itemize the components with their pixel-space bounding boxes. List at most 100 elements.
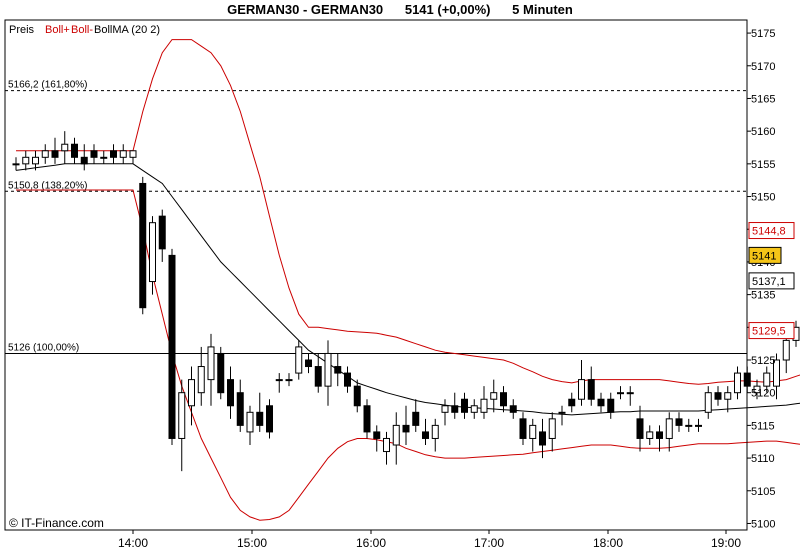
timeframe-label: 5 Minuten <box>512 2 573 17</box>
y-tick-label: 5135 <box>751 290 775 302</box>
price-label-box <box>748 246 782 264</box>
candle-up <box>529 424 537 439</box>
instrument-name: GERMAN30 - GERMAN30 <box>227 2 384 17</box>
candle-up <box>753 385 761 394</box>
candle-down <box>168 254 176 439</box>
price-label-text: 5137,1 <box>752 276 786 288</box>
candle-up <box>578 379 585 400</box>
y-tick-label: 5155 <box>751 159 775 171</box>
candle-down <box>51 150 59 158</box>
fib-level-label: 5126 (100,00%) <box>8 342 79 353</box>
candle-up <box>129 150 137 158</box>
legend: Preis Boll+ Boll- BollMA (20 2) <box>9 24 160 36</box>
candle-up <box>763 372 771 387</box>
candle-down <box>597 398 605 407</box>
candle-up <box>704 392 712 413</box>
candle-down <box>636 418 644 439</box>
x-tick-label: 17:00 <box>474 536 504 550</box>
price-label-black: 5137,1 <box>748 272 795 290</box>
fib-level-label: 5166,2 (161,80%) <box>8 80 88 91</box>
y-tick-label: 5120 <box>751 388 775 400</box>
candle-up <box>32 156 39 165</box>
candle-up <box>275 379 283 382</box>
y-tick-label: 5100 <box>751 518 775 530</box>
candle-up <box>695 424 702 427</box>
candle-up <box>324 352 332 387</box>
candle-down <box>451 405 459 413</box>
candle-up <box>22 156 30 165</box>
candle-down <box>539 431 546 446</box>
y-tick-label: 5175 <box>751 28 775 40</box>
candle-up <box>734 372 741 394</box>
boll-lower-line <box>16 189 800 521</box>
candle-up <box>12 163 20 166</box>
y-tick-label: 5165 <box>751 93 775 105</box>
y-tick-label: 5105 <box>751 486 775 498</box>
candle-up <box>100 156 108 159</box>
legend-bollma: BollMA (20 2) <box>94 24 160 36</box>
legend-boll-upper: Boll+ <box>45 24 70 36</box>
y-tick-label: 5115 <box>751 420 775 432</box>
candle-down <box>587 379 595 400</box>
candle-down <box>461 398 468 413</box>
candle-down <box>675 418 683 426</box>
candle-down <box>334 366 342 374</box>
price-label-current: 5141 <box>748 246 782 264</box>
watermark: © IT-Finance.com <box>9 516 104 530</box>
y-tick-label: 5125 <box>751 355 775 367</box>
candle-up <box>724 392 732 400</box>
candle-down <box>373 431 381 439</box>
candle-down <box>158 215 166 250</box>
bollma-line <box>15 163 800 416</box>
y-tick-label: 5160 <box>751 126 775 138</box>
candle-up <box>773 359 780 387</box>
candle-down <box>422 431 429 439</box>
price-label-red: 5129,5 <box>748 322 795 340</box>
candle-up <box>119 150 127 158</box>
candle-up <box>470 405 478 413</box>
candle-down <box>80 156 88 165</box>
price-change: 5141 (+0,00%) <box>404 2 491 17</box>
candle-down <box>227 379 234 407</box>
y-tick-label: 5110 <box>751 453 775 465</box>
candle-down <box>500 392 507 407</box>
legend-boll-lower: Boll- <box>71 24 93 36</box>
candle-down <box>139 182 147 309</box>
candle-down <box>714 392 722 400</box>
candle-down <box>568 398 576 407</box>
candle-down <box>402 424 410 433</box>
price-label-text: 5141 <box>752 250 776 262</box>
boll-upper-line <box>16 39 800 385</box>
candle-up <box>665 418 673 439</box>
candle-up <box>392 424 400 446</box>
candle-down <box>236 392 244 426</box>
chart-title: GERMAN30 - GERMAN30 5141 (+0,00%) 5 Minu… <box>0 2 800 17</box>
plot-frame <box>4 19 748 531</box>
candle-down <box>305 359 312 368</box>
candle-down <box>110 150 117 158</box>
candle-up <box>188 379 195 407</box>
candle-down <box>607 398 615 413</box>
candle-up <box>246 411 254 433</box>
y-tick-label: 5170 <box>751 61 775 73</box>
legend-price: Preis <box>9 24 35 36</box>
candle-down <box>266 405 273 433</box>
candle-down <box>314 366 322 387</box>
candle-down <box>509 405 517 413</box>
price-label-box <box>748 222 795 240</box>
fib-level-label: 5150,8 (138,20%) <box>8 180 88 191</box>
candle-up <box>149 222 156 283</box>
candle-up <box>617 392 624 395</box>
x-tick-label: 16:00 <box>356 536 386 550</box>
price-label-text: 5129,5 <box>752 326 786 338</box>
x-tick-label: 15:00 <box>237 536 267 550</box>
candle-up <box>295 346 303 374</box>
candle-up <box>178 392 186 439</box>
price-label-text: 5144,8 <box>752 226 786 238</box>
price-label-box <box>748 322 795 340</box>
candle-up <box>558 411 566 414</box>
candle-up <box>285 379 293 382</box>
candle-up <box>61 143 69 152</box>
candle-up <box>480 398 488 413</box>
candle-up <box>782 339 790 361</box>
